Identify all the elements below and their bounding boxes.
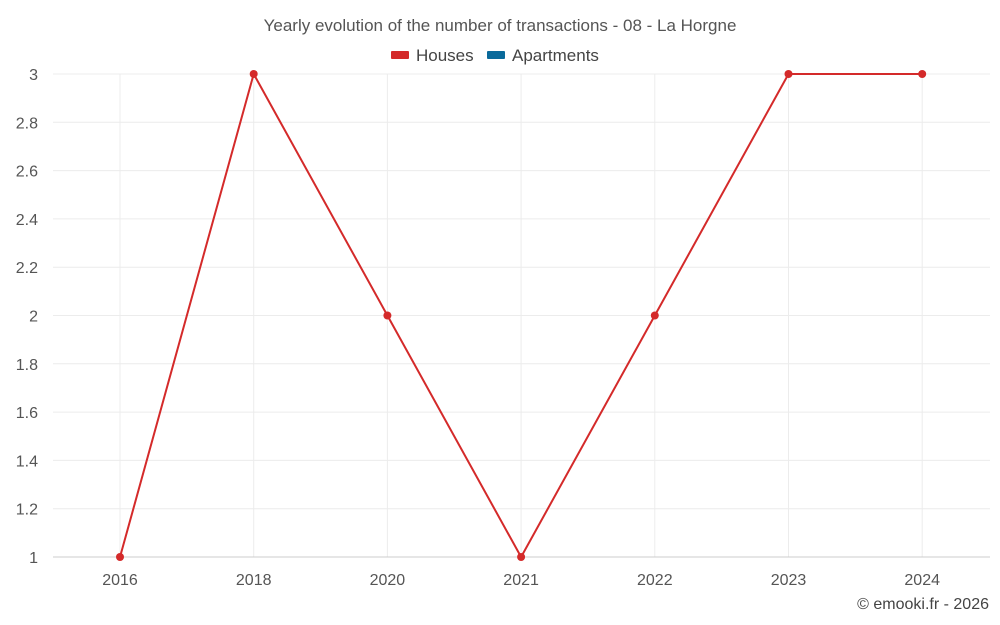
y-tick-label: 2.4 <box>16 212 38 229</box>
y-tick-label: 1.4 <box>16 453 38 470</box>
y-tick-label: 1.2 <box>16 502 38 519</box>
series-layer <box>116 70 927 561</box>
y-tick-label: 1.8 <box>16 357 38 374</box>
x-tick-label: 2023 <box>771 572 807 589</box>
x-tick-label: 2021 <box>503 572 539 589</box>
y-tick-label: 1 <box>29 550 38 567</box>
chart-title: Yearly evolution of the number of transa… <box>264 16 737 35</box>
data-point-houses-2024 <box>918 70 927 78</box>
y-tick-label: 2.6 <box>16 164 38 181</box>
x-tick-label: 2020 <box>370 572 406 589</box>
x-axis-ticks: 2016 2018 2020 2021 2022 2023 2024 <box>102 572 940 589</box>
data-point-houses-2016 <box>116 553 124 561</box>
credit: © emooki.fr - 2026 <box>857 596 989 613</box>
x-tick-label: 2016 <box>102 572 138 589</box>
legend-swatch-apartments <box>487 51 505 59</box>
data-point-houses-2021 <box>517 553 526 561</box>
x-tick-label: 2024 <box>904 572 940 589</box>
legend-swatch-houses <box>391 51 409 59</box>
data-point-houses-2023 <box>784 70 793 78</box>
data-point-houses-2018 <box>249 70 258 78</box>
y-tick-label: 2.8 <box>16 115 38 132</box>
data-point-houses-2022 <box>650 311 659 320</box>
data-point-houses-2020 <box>383 311 392 320</box>
y-tick-label: 2.2 <box>16 260 38 277</box>
legend-item-apartments[interactable]: Apartments <box>487 46 599 65</box>
y-tick-label: 2 <box>29 309 38 326</box>
legend-label-houses: Houses <box>416 46 474 65</box>
legend-label-apartments: Apartments <box>512 46 599 65</box>
y-tick-label: 3 <box>29 67 38 84</box>
y-axis-ticks: 3 2.8 2.6 2.4 2.2 2 1.8 1.6 1.4 1.2 1 <box>16 67 38 567</box>
legend-item-houses[interactable]: Houses <box>391 46 474 65</box>
y-tick-label: 1.6 <box>16 405 38 422</box>
x-tick-label: 2018 <box>236 572 272 589</box>
x-tick-label: 2022 <box>637 572 673 589</box>
legend: Houses Apartments <box>391 46 599 65</box>
